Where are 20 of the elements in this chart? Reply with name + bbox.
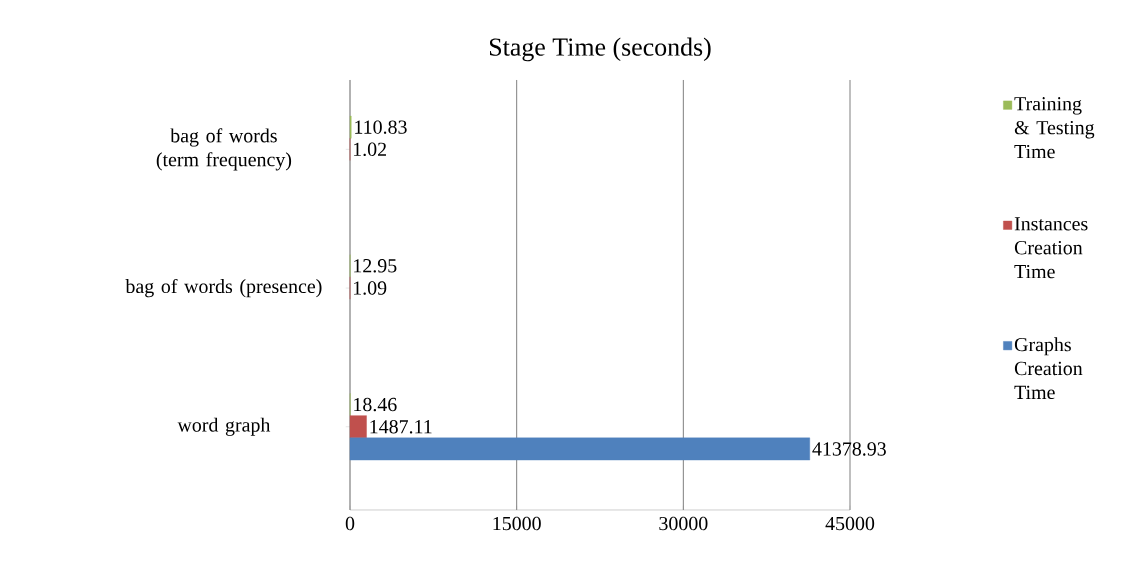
bar [349, 415, 367, 439]
data-label: 110.83 [355, 120, 407, 134]
y-tick-label: word graph [177, 417, 271, 436]
x-tick-label: 30000 [659, 516, 708, 531]
chart-title: Stage Time (seconds) [489, 37, 711, 62]
bar [349, 437, 810, 461]
legend-label: Instances Creation Time [1014, 217, 1088, 279]
data-label: 1487.11 [370, 419, 432, 434]
legend-label: Graphs Creation Time [1014, 337, 1083, 400]
data-label: 1.02 [353, 142, 386, 157]
y-tick-label: bag of words (presence) [125, 278, 322, 298]
data-label: 12.95 [354, 259, 397, 273]
data-label: 1.09 [353, 281, 387, 295]
y-tick-label: bag of words (term frequency) [156, 128, 292, 171]
legend-label: Training & Testing Time [1014, 97, 1095, 159]
x-tick-label: 15000 [493, 516, 541, 531]
x-tick-label: 45000 [825, 516, 875, 531]
data-label: 18.46 [354, 397, 397, 412]
x-tick-label: 0 [345, 516, 355, 531]
data-label: 41378.93 [812, 442, 886, 456]
